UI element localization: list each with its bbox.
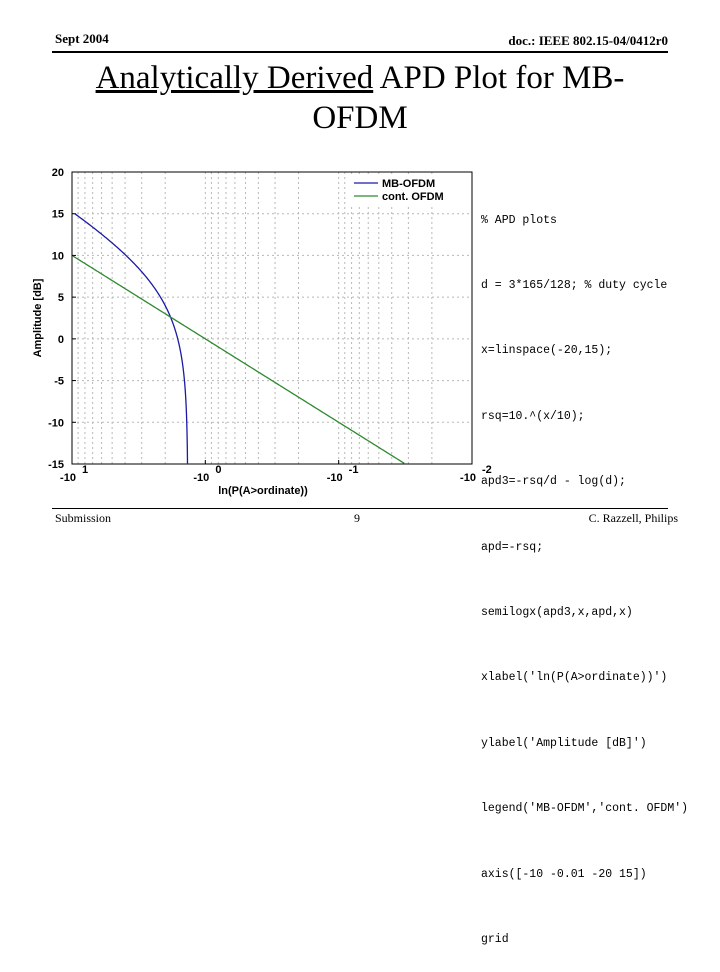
y-tick-label: 0 [58, 334, 64, 346]
footer-submission: Submission [55, 511, 112, 525]
code-line: apd3=-rsq/d - log(d); [481, 475, 626, 489]
code-line: legend('MB-OFDM','cont. OFDM') [481, 802, 689, 816]
title-line2: OFDM [312, 100, 408, 136]
title-rest: APD Plot for MB- [373, 60, 625, 96]
slide-title: Analytically Derived APD Plot for MB- OF… [40, 58, 680, 138]
footer-author: C. Razzell, Philips [588, 511, 678, 525]
code-line: rsq=10.^(x/10); [481, 409, 585, 423]
legend-label-mb-ofdm: MB-OFDM [382, 178, 435, 190]
y-tick-label: -15 [48, 459, 64, 471]
x-tick-exponent: -2 [482, 464, 492, 476]
title-underlined: Analytically Derived [95, 60, 374, 96]
legend-label-cont-ofdm: cont. OFDM [382, 191, 444, 203]
y-tick-label: -10 [48, 417, 64, 429]
header-doc-id: doc.: IEEE 802.15-04/0412r0 [508, 33, 668, 48]
code-line: % APD plots [481, 213, 557, 227]
footer-rule [52, 508, 668, 509]
x-tick-exponent: 0 [215, 464, 221, 476]
header-rule [52, 51, 668, 53]
y-tick-label: 15 [52, 209, 64, 221]
header-date: Sept 2004 [55, 31, 109, 46]
y-axis-label: Amplitude [dB] [32, 278, 44, 357]
legend: MB-OFDM cont. OFDM [348, 174, 470, 204]
x-tick-label: -10 [327, 472, 343, 484]
grid [72, 171, 473, 465]
code-line: grid [481, 932, 509, 946]
series-line-mb-ofdm [74, 213, 189, 464]
footer-page-number: 9 [354, 511, 360, 525]
code-line: semilogx(apd3,x,apd,x) [481, 605, 633, 619]
y-tick-label: 5 [58, 292, 64, 304]
code-line: xlabel('ln(P(A>ordinate))') [481, 671, 668, 685]
x-tick-exponent: 1 [82, 464, 88, 476]
code-line: axis([-10 -0.01 -20 15]) [481, 867, 647, 881]
plot-frame [71, 171, 473, 465]
code-line: x=linspace(-20,15); [481, 344, 613, 358]
y-axis: 20 15 10 5 0 -5 -10 -15 [48, 167, 76, 471]
y-tick-label: -5 [54, 376, 64, 388]
y-tick-label: 10 [52, 250, 64, 262]
x-axis-label: ln(P(A>ordinate)) [218, 485, 308, 497]
matlab-code: % APD plots d = 3*165/128; % duty cycle … [481, 166, 688, 972]
legend-box [348, 174, 470, 204]
code-line: d = 3*165/128; % duty cycle [481, 278, 668, 292]
x-tick-label: -10 [460, 472, 476, 484]
x-tick-label: -10 [60, 472, 76, 484]
code-line: ylabel('Amplitude [dB]') [481, 736, 647, 750]
x-tick-label: -10 [193, 472, 209, 484]
y-tick-label: 20 [52, 167, 64, 179]
series-line-cont-ofdm [72, 255, 405, 464]
x-axis: -10 1 -10 0 -10 -1 -10 -2 [60, 460, 492, 484]
x-tick-exponent: -1 [349, 464, 359, 476]
